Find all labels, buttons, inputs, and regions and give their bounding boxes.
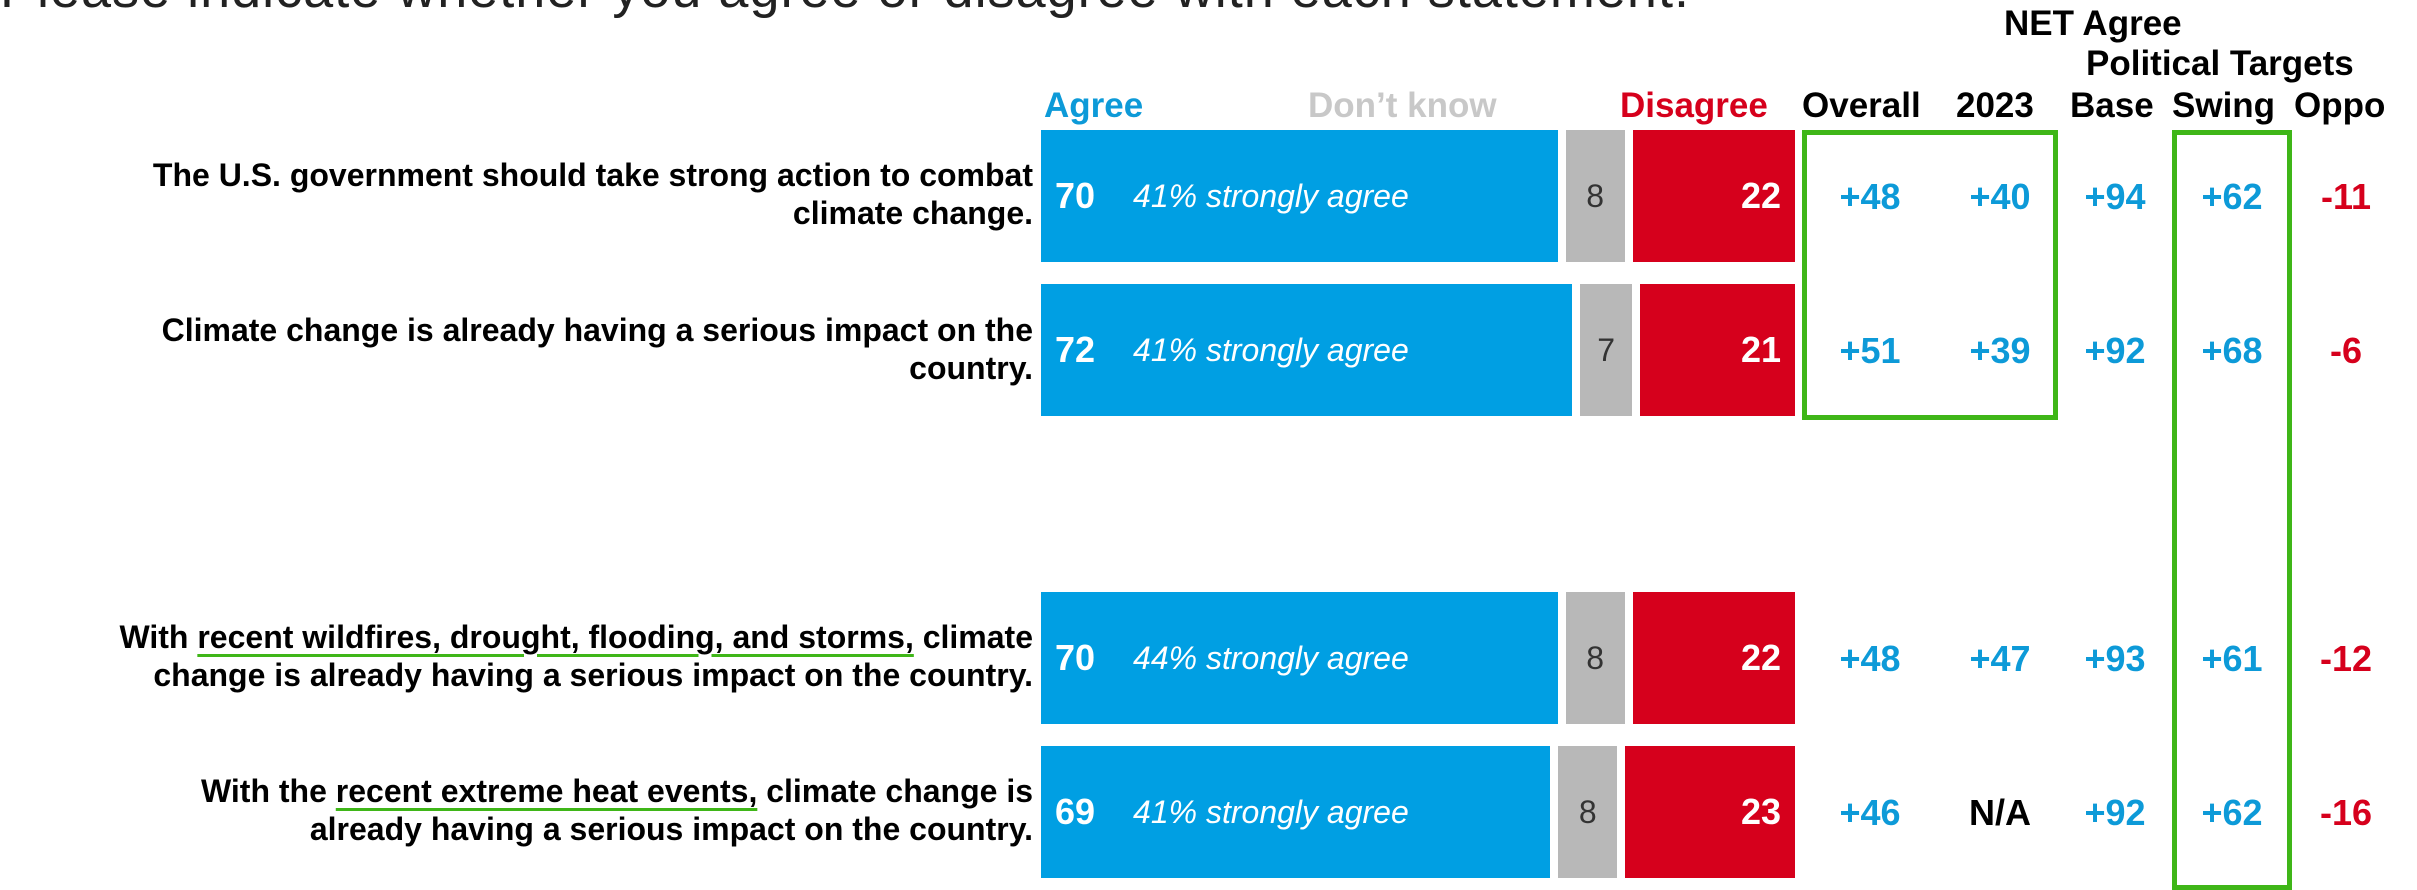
bar-value-agree: 69 [1055, 791, 1096, 832]
bar-disagree: 22 [1632, 592, 1795, 724]
net-value-2023: N/A [1969, 792, 2031, 833]
bar-dont-know: 8 [1565, 130, 1625, 262]
bar-value-dont-know: 7 [1597, 331, 1616, 368]
col-header-overall: Overall [1802, 86, 1921, 125]
statement-label: Climate change is already having a serio… [162, 311, 1033, 387]
net-value-swing: +68 [2201, 330, 2263, 371]
net-value-oppo: -6 [2329, 330, 2362, 371]
bar-disagree: 21 [1640, 284, 1795, 416]
swing-highlight-box [2172, 130, 2292, 890]
net-value-base: +92 [2084, 330, 2146, 371]
bar-value-disagree: 23 [1740, 791, 1781, 832]
col-header-swing: Swing [2172, 86, 2276, 125]
political-targets-heading: Political Targets [2086, 44, 2354, 83]
statement-line: With the recent extreme heat events, cli… [201, 772, 1033, 810]
net-value-2023: +40 [1969, 176, 2031, 217]
bar-dont-know: 7 [1580, 284, 1633, 416]
bar-value-dont-know: 8 [1586, 177, 1604, 214]
statement-line: With recent wildfires, drought, flooding… [119, 618, 1033, 656]
net-value-overall: +46 [1839, 792, 1901, 833]
bar-agree: 72 41% strongly agree [1041, 284, 1573, 416]
legend-disagree: Disagree [1620, 86, 1768, 125]
statement-text: With [119, 619, 198, 655]
net-value-overall: +51 [1839, 330, 1901, 371]
statement-line: change is already having a serious impac… [153, 657, 1033, 693]
bar-disagree: 22 [1632, 130, 1795, 262]
net-value-oppo: -16 [2319, 792, 2373, 833]
statement-label: The U.S. government should take strong a… [153, 156, 1033, 232]
net-value-swing: +62 [2201, 792, 2263, 833]
highlighted-phrase: recent extreme heat events, [335, 773, 758, 809]
statement-line: climate change. [792, 195, 1033, 231]
net-value-overall: +48 [1839, 176, 1901, 217]
net-value-base: +92 [2084, 792, 2146, 833]
overall-2023-highlight-box [1802, 130, 2058, 420]
statement-text: With the [200, 773, 336, 809]
page-title: Please indicate whether you agree or dis… [0, 0, 1690, 20]
bar-agree: 70 41% strongly agree [1041, 130, 1558, 262]
net-value-overall: +48 [1839, 638, 1901, 679]
bar-value-dont-know: 8 [1586, 639, 1604, 676]
bar-value-agree: 72 [1055, 329, 1096, 370]
bar-dont-know: 8 [1565, 592, 1625, 724]
bar-value-disagree: 22 [1740, 175, 1781, 216]
bar-dont-know: 8 [1558, 746, 1618, 878]
strongly-agree-note: 41% strongly agree [1133, 331, 1409, 368]
strongly-agree-note: 41% strongly agree [1133, 793, 1409, 830]
statement-text: climate change is [757, 773, 1033, 809]
statement-text: climate [913, 619, 1033, 655]
col-header-2023: 2023 [1956, 86, 2034, 125]
bar-value-agree: 70 [1055, 637, 1096, 678]
net-value-2023: +47 [1969, 638, 2031, 679]
net-value-swing: +61 [2201, 638, 2263, 679]
net-value-oppo: -12 [2319, 638, 2373, 679]
bar-disagree: 23 [1625, 746, 1795, 878]
legend-dont-know: Don’t know [1308, 86, 1497, 125]
net-value-oppo: -11 [2320, 176, 2372, 217]
net-value-swing: +62 [2201, 176, 2263, 217]
statement-line: The U.S. government should take strong a… [152, 157, 1033, 193]
bar-value-agree: 70 [1055, 175, 1096, 216]
bar-value-disagree: 22 [1740, 637, 1781, 678]
net-value-base: +93 [2084, 638, 2146, 679]
col-header-oppo: Oppo [2294, 86, 2386, 125]
bar-agree: 69 41% strongly agree [1041, 746, 1551, 878]
bar-agree: 70 44% strongly agree [1041, 592, 1558, 724]
statement-label: With the recent extreme heat events, cli… [201, 772, 1033, 848]
col-header-base: Base [2070, 86, 2154, 125]
statement-line: Climate change is already having a serio… [161, 312, 1033, 348]
net-value-base: +94 [2084, 176, 2146, 217]
net-agree-heading: NET Agree [2004, 4, 2182, 43]
legend-agree: Agree [1044, 86, 1144, 125]
bar-value-disagree: 21 [1740, 329, 1781, 370]
highlighted-phrase: recent wildfires, drought, flooding, and… [197, 619, 914, 655]
statement-line: country. [909, 350, 1033, 386]
bar-value-dont-know: 8 [1578, 793, 1597, 830]
strongly-agree-note: 41% strongly agree [1133, 177, 1409, 214]
strongly-agree-note: 44% strongly agree [1133, 639, 1409, 676]
net-value-2023: +39 [1969, 330, 2031, 371]
statement-label: With recent wildfires, drought, flooding… [119, 618, 1033, 694]
statement-line: already having a serious impact on the c… [309, 811, 1033, 847]
